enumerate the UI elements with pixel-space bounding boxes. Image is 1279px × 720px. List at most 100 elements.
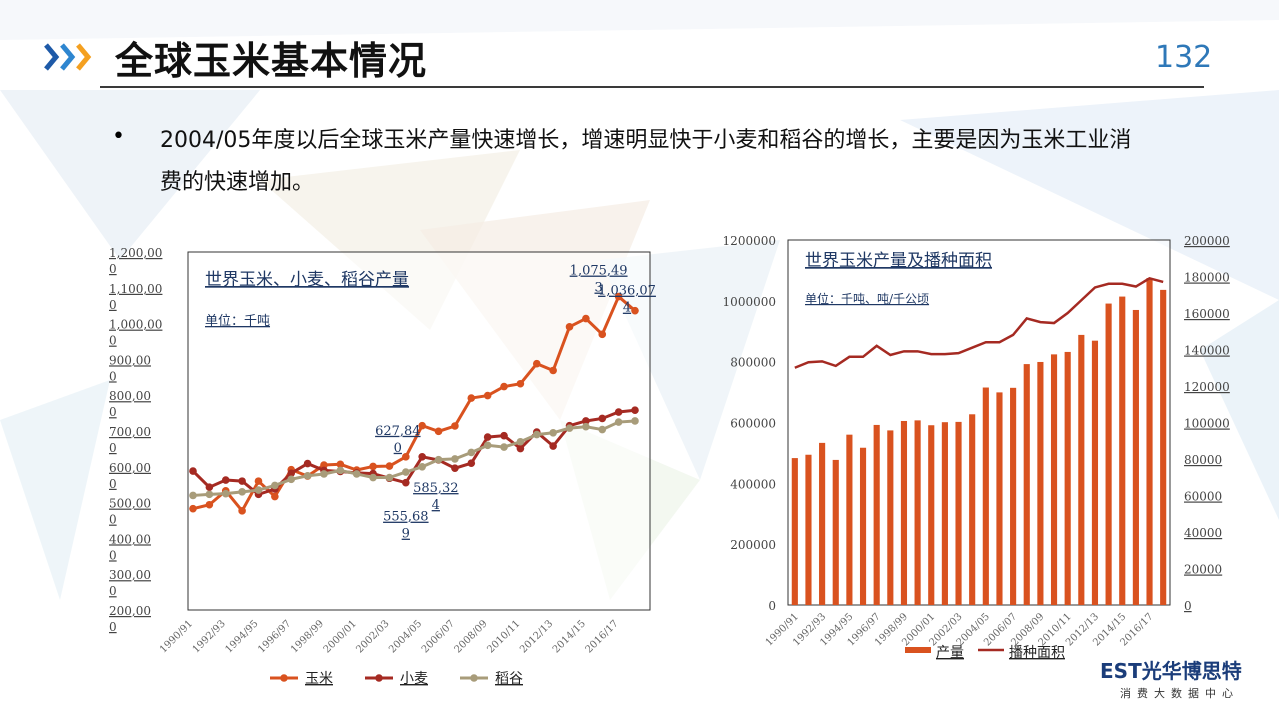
bar	[1078, 334, 1085, 605]
data-point	[221, 476, 230, 484]
data-label: 585,32 4	[413, 481, 459, 513]
y-tick-label: 1,100,00 0	[109, 282, 162, 312]
legend-label: 玉米	[305, 671, 333, 687]
data-point	[614, 418, 623, 426]
y2-tick-label: 60000	[1184, 490, 1222, 504]
y-tick-label: 200000	[730, 538, 776, 552]
data-point	[631, 406, 639, 415]
legend-marker	[470, 674, 478, 682]
data-point	[549, 366, 557, 375]
data-point	[631, 306, 639, 315]
data-point	[369, 462, 377, 471]
data-point	[221, 489, 230, 498]
x-tick-label: 2012/13	[518, 618, 555, 655]
y2-tick-label: 120000	[1184, 380, 1230, 394]
bar	[996, 392, 1003, 605]
data-label: 555,68 9	[383, 510, 429, 542]
chart-title: 世界玉米、小麦、稻谷产量	[205, 270, 409, 290]
data-point	[532, 430, 541, 439]
legend-label: 播种面积	[1009, 645, 1065, 661]
data-point	[614, 292, 623, 301]
data-point	[385, 462, 394, 470]
data-point	[598, 414, 607, 423]
data-point	[320, 461, 328, 469]
data-point	[532, 359, 541, 368]
data-point	[467, 448, 476, 457]
data-point	[598, 425, 607, 434]
data-point	[598, 330, 607, 339]
x-tick-label: 1994/95	[223, 618, 260, 655]
data-point	[303, 459, 312, 468]
data-point	[631, 417, 639, 425]
bar	[941, 422, 948, 605]
page-number: 132	[1155, 40, 1213, 75]
y2-tick-label: 0	[1184, 599, 1192, 613]
data-point	[500, 431, 508, 440]
data-point	[565, 323, 574, 331]
data-point	[418, 452, 426, 461]
bar	[1023, 364, 1030, 605]
bar	[982, 387, 989, 605]
data-point	[369, 473, 377, 482]
data-point	[238, 488, 246, 496]
legend-label: 稻谷	[495, 671, 523, 687]
x-tick-label: 2008/09	[453, 618, 490, 655]
data-point	[549, 428, 557, 437]
series-line-2	[192, 419, 636, 497]
bar	[1146, 278, 1153, 605]
header: 全球玉米基本情况 132	[0, 0, 1279, 90]
bar	[914, 420, 921, 605]
data-point	[483, 391, 492, 400]
data-point	[205, 490, 214, 499]
y-tick-label: 1200000	[723, 234, 776, 248]
data-point	[418, 463, 426, 471]
data-point	[320, 470, 328, 478]
y-tick-label: 500,00 0	[109, 497, 151, 527]
legend-label: 产量	[936, 645, 964, 661]
bar	[1010, 387, 1017, 605]
chart-corn-production-area: 世界玉米产量及播种面积单位：千吨、吨/千公顷120000010000008000…	[723, 234, 1230, 661]
bullet-text: 2004/05年度以后全球玉米产量快速增长，增速明显快于小麦和稻谷的增长，主要是…	[160, 128, 1132, 195]
bar	[873, 424, 880, 605]
data-point	[303, 471, 312, 480]
y2-tick-label: 160000	[1184, 307, 1230, 321]
y-tick-label: 200,00 0	[109, 604, 151, 634]
brand-logo: EST光华博思特 消费大数据中心	[1100, 655, 1270, 715]
data-point	[614, 408, 623, 416]
data-point	[418, 421, 426, 430]
x-tick-label: 2010/11	[485, 618, 522, 655]
y-tick-label: 800,00 0	[109, 389, 151, 419]
series-line	[794, 276, 1164, 369]
data-label: 1,075,49 3	[570, 264, 628, 296]
x-tick-label: 2002/03	[354, 618, 391, 655]
data-point	[254, 477, 263, 485]
data-point	[385, 473, 394, 482]
data-point	[238, 477, 246, 485]
bar	[900, 420, 908, 605]
page-title: 全球玉米基本情况	[115, 39, 428, 83]
bar	[1119, 296, 1126, 605]
x-tick-label: 2004/05	[387, 618, 424, 655]
y-tick-label: 400000	[730, 477, 776, 491]
bar	[1160, 289, 1167, 605]
bar	[832, 459, 839, 605]
x-tick-label: 2000/01	[322, 618, 359, 655]
data-point	[500, 443, 508, 451]
y-tick-label: 300,00 0	[109, 568, 151, 598]
data-point	[516, 437, 525, 446]
bullet-marker: •	[112, 124, 125, 149]
data-point	[189, 504, 197, 513]
data-label: 627,84 0	[375, 424, 421, 456]
data-point	[336, 466, 345, 475]
data-point	[238, 507, 246, 515]
bar	[846, 434, 853, 605]
data-point	[189, 467, 197, 475]
bar	[1050, 354, 1058, 605]
data-point	[516, 379, 525, 388]
y-tick-label: 0	[768, 599, 776, 613]
bar	[1064, 351, 1071, 605]
data-point	[271, 492, 279, 501]
data-point	[205, 500, 214, 509]
data-point	[254, 486, 263, 494]
